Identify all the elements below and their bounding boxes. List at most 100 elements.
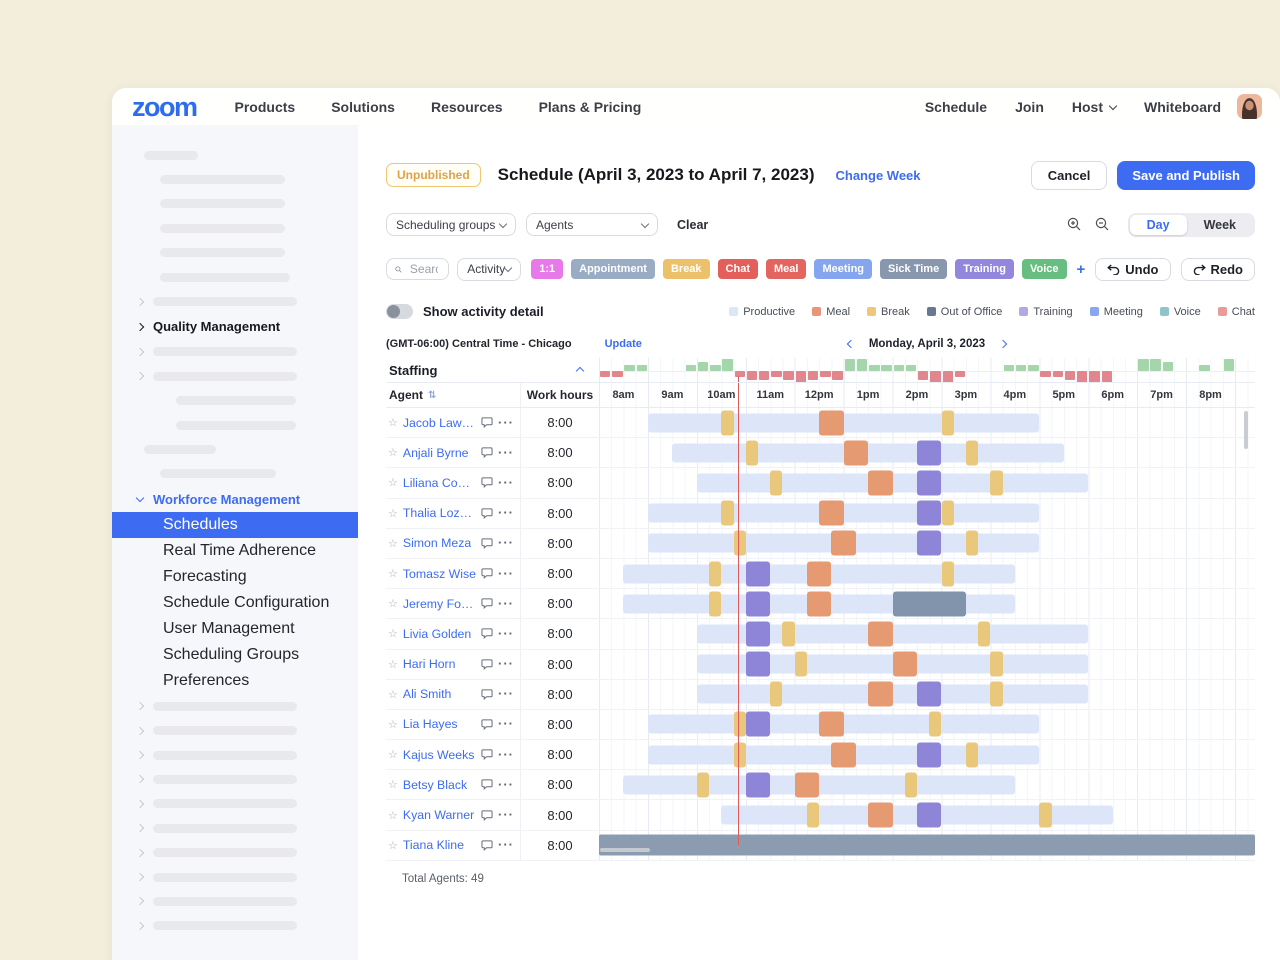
break-segment[interactable] <box>794 651 807 677</box>
training-segment[interactable] <box>917 742 942 768</box>
training-segment[interactable] <box>917 470 942 496</box>
more-options-icon[interactable]: ··· <box>498 535 514 551</box>
training-segment[interactable] <box>917 440 942 466</box>
break-segment[interactable] <box>978 621 991 647</box>
more-options-icon[interactable]: ··· <box>498 625 514 641</box>
sidebar-item-schedule-configuration[interactable]: Schedule Configuration <box>163 594 330 612</box>
nav-item-schedule[interactable]: Schedule <box>924 98 988 115</box>
chevron-right-icon[interactable] <box>135 897 145 906</box>
break-segment[interactable] <box>733 711 746 737</box>
favorite-star-icon[interactable]: ☆ <box>388 748 398 762</box>
view-day-tab[interactable]: Day <box>1129 214 1187 235</box>
sidebar-item-real-time-adherence[interactable]: Real Time Adherence <box>163 542 316 560</box>
favorite-star-icon[interactable]: ☆ <box>388 657 398 671</box>
chat-bubble-icon[interactable] <box>481 749 493 761</box>
favorite-star-icon[interactable]: ☆ <box>388 808 398 822</box>
break-segment[interactable] <box>965 440 979 466</box>
more-options-icon[interactable]: ··· <box>498 837 514 853</box>
previous-day-icon[interactable] <box>846 339 856 348</box>
productive-shift-bar[interactable] <box>647 714 1040 734</box>
meal-segment[interactable] <box>806 591 832 617</box>
redo-button[interactable]: Redo <box>1180 257 1255 281</box>
meal-segment[interactable] <box>819 500 844 526</box>
staffing-collapse-icon[interactable] <box>575 361 585 379</box>
favorite-star-icon[interactable]: ☆ <box>388 536 398 550</box>
more-options-icon[interactable]: ··· <box>498 807 514 823</box>
break-segment[interactable] <box>941 500 954 526</box>
productive-shift-bar[interactable] <box>672 443 1064 463</box>
break-segment[interactable] <box>904 772 918 798</box>
chevron-right-icon[interactable] <box>135 347 145 357</box>
meal-segment[interactable] <box>892 651 918 677</box>
productive-shift-bar[interactable] <box>647 503 1040 523</box>
training-segment[interactable] <box>745 651 771 677</box>
meal-segment[interactable] <box>868 681 893 707</box>
activity-chip-break[interactable]: Break <box>662 259 710 279</box>
training-segment[interactable] <box>745 772 771 798</box>
activity-chip-appointment[interactable]: Appointment <box>571 259 655 279</box>
agent-name-link[interactable]: Tiana Kline <box>402 838 464 853</box>
chevron-right-icon[interactable] <box>135 297 145 306</box>
break-segment[interactable] <box>721 410 734 436</box>
horizontal-scrollbar[interactable] <box>600 848 650 852</box>
break-segment[interactable] <box>929 711 942 737</box>
chat-bubble-icon[interactable] <box>481 628 493 640</box>
break-segment[interactable] <box>733 530 746 556</box>
break-segment[interactable] <box>990 470 1003 496</box>
more-options-icon[interactable]: ··· <box>498 565 514 581</box>
break-segment[interactable] <box>965 530 979 556</box>
chevron-right-icon[interactable] <box>135 848 145 857</box>
sidebar-item-preferences[interactable]: Preferences <box>163 672 250 690</box>
favorite-star-icon[interactable]: ☆ <box>388 416 398 430</box>
more-options-icon[interactable]: ··· <box>498 444 514 460</box>
break-segment[interactable] <box>770 681 783 707</box>
favorite-star-icon[interactable]: ☆ <box>388 778 398 792</box>
activity-select[interactable]: Activity <box>457 257 522 281</box>
chevron-right-icon[interactable] <box>135 726 145 735</box>
ooo-segment[interactable] <box>892 591 966 617</box>
save-and-publish-button[interactable]: Save and Publish <box>1117 160 1255 190</box>
undo-button[interactable]: Undo <box>1095 257 1171 281</box>
meal-segment[interactable] <box>806 561 832 587</box>
agent-name-link[interactable]: Ali Smith <box>402 687 452 702</box>
break-segment[interactable] <box>733 742 746 768</box>
favorite-star-icon[interactable]: ☆ <box>388 687 398 701</box>
sidebar-section-workforce-management[interactable]: Workforce Management <box>112 486 358 512</box>
activity-chip-1-1[interactable]: 1:1 <box>531 259 564 279</box>
productive-shift-bar[interactable] <box>696 473 1089 493</box>
chat-bubble-icon[interactable] <box>481 659 493 670</box>
zoom-out-icon[interactable] <box>1095 217 1110 232</box>
sidebar-item-scheduling-groups[interactable]: Scheduling Groups <box>163 646 300 664</box>
agent-name-link[interactable]: Betsy Black <box>402 777 468 792</box>
more-options-icon[interactable]: ··· <box>498 776 514 792</box>
zoom-in-icon[interactable] <box>1067 217 1082 232</box>
nav-item-join[interactable]: Join <box>1015 98 1044 115</box>
sidebar-item-schedules[interactable]: Schedules <box>112 512 358 539</box>
break-segment[interactable] <box>941 561 954 587</box>
chat-bubble-icon[interactable] <box>481 447 493 459</box>
favorite-star-icon[interactable]: ☆ <box>388 597 398 611</box>
chevron-right-icon[interactable] <box>135 750 145 760</box>
chat-bubble-icon[interactable] <box>481 477 493 489</box>
vertical-scrollbar[interactable] <box>1244 411 1248 449</box>
search-input[interactable] <box>407 261 441 277</box>
chat-bubble-icon[interactable] <box>481 809 493 821</box>
agent-name-link[interactable]: Hari Horn <box>402 657 456 672</box>
agent-name-link[interactable]: Livia Golden <box>402 626 472 641</box>
agent-name-link[interactable]: Jeremy Foster <box>402 596 476 611</box>
agent-name-link[interactable]: Jacob Lawson <box>402 415 476 430</box>
training-segment[interactable] <box>917 802 942 828</box>
timezone-update-link[interactable]: Update <box>604 337 642 350</box>
chevron-right-icon[interactable] <box>135 872 145 882</box>
favorite-star-icon[interactable]: ☆ <box>388 446 398 460</box>
sidebar-item-forecasting[interactable]: Forecasting <box>163 568 247 586</box>
chat-bubble-icon[interactable] <box>481 689 493 700</box>
break-segment[interactable] <box>965 742 979 768</box>
nav-item-resources[interactable]: Resources <box>430 98 503 115</box>
break-segment[interactable] <box>1039 802 1052 828</box>
break-segment[interactable] <box>709 591 722 617</box>
favorite-star-icon[interactable]: ☆ <box>388 717 398 731</box>
productive-shift-bar[interactable] <box>696 684 1089 704</box>
scheduling-groups-select[interactable]: Scheduling groups <box>386 213 516 236</box>
user-avatar[interactable] <box>1237 94 1262 119</box>
